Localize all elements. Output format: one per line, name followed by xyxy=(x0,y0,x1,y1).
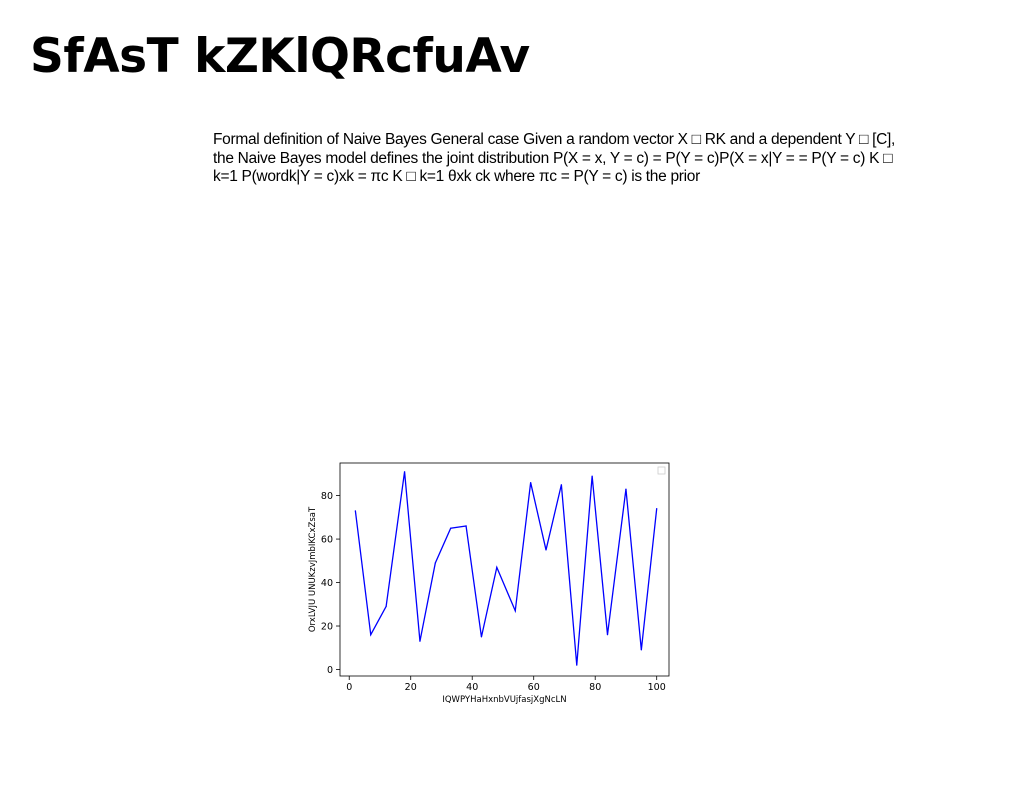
data-point xyxy=(545,549,547,551)
data-point xyxy=(480,636,483,638)
data-point xyxy=(370,634,372,636)
x-axis-label: IQWPYHaHxnbVUjfasjXgNcLN xyxy=(442,695,566,705)
x-tick-label: 100 xyxy=(648,682,666,693)
data-point xyxy=(514,610,516,612)
x-tick-label: 0 xyxy=(346,682,352,693)
data-point xyxy=(560,484,562,486)
y-axis-label: OrxLVJU UNUKzvJmbIKCxZsaT xyxy=(308,506,318,632)
y-tick-label: 60 xyxy=(321,535,333,546)
data-point xyxy=(354,510,356,512)
line-chart: 0 20 40 60 80 100 0 20 40 60 80 IQWPYHaHxnbVUjfasjX… xyxy=(308,462,670,705)
plot-frame xyxy=(339,462,670,677)
x-tick-label: 40 xyxy=(466,682,478,693)
data-point xyxy=(385,605,387,608)
data-point xyxy=(591,475,593,477)
x-tick-label: 20 xyxy=(405,682,417,693)
slide-body-text: Formal definition of Naive Bayes General… xyxy=(213,131,896,185)
data-point xyxy=(496,566,498,568)
legend-box xyxy=(657,466,666,475)
data-point xyxy=(450,527,452,529)
y-tick-label: 40 xyxy=(321,578,333,589)
data-point xyxy=(576,664,578,666)
slide-title: SfAsT kZKlQRcfuAv xyxy=(30,29,530,84)
data-point xyxy=(530,481,532,484)
y-tick-label: 80 xyxy=(321,491,333,502)
y-tick-label: 0 xyxy=(327,665,333,676)
x-tick-label: 80 xyxy=(589,682,601,693)
x-tick-label: 60 xyxy=(528,682,540,693)
data-point xyxy=(403,471,406,473)
data-point xyxy=(419,640,421,642)
data-point xyxy=(640,649,642,651)
data-point xyxy=(656,508,658,510)
data-point xyxy=(625,488,627,490)
data-point xyxy=(606,634,609,636)
data-point xyxy=(434,562,436,564)
data-point xyxy=(465,525,467,527)
series-line xyxy=(354,471,658,666)
y-tick-label: 20 xyxy=(321,622,333,633)
